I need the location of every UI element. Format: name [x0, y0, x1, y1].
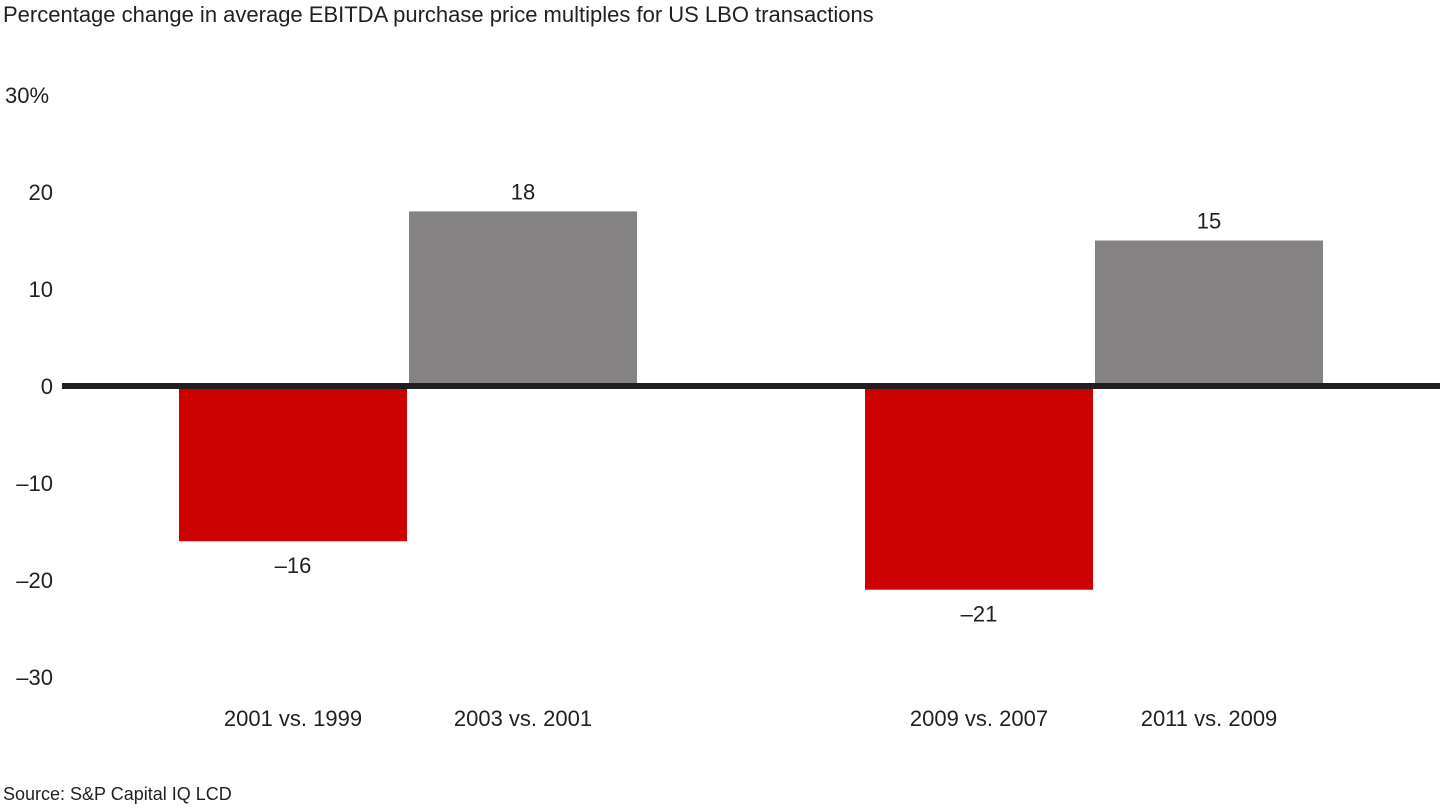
x-category-label: 2001 vs. 1999 — [224, 706, 362, 731]
y-tick-label: –20 — [16, 568, 53, 593]
x-category-label: 2009 vs. 2007 — [910, 706, 1048, 731]
x-category-label: 2003 vs. 2001 — [454, 706, 592, 731]
data-label: –16 — [275, 553, 312, 578]
y-tick-label: –30 — [16, 665, 53, 690]
data-label: 15 — [1197, 209, 1221, 234]
bar-3 — [865, 386, 1093, 590]
bar-2 — [409, 211, 637, 386]
y-tick-label: 30% — [5, 83, 49, 108]
y-tick-label: 20 — [29, 180, 53, 205]
source-note: Source: S&P Capital IQ LCD — [3, 784, 232, 804]
data-label: –21 — [961, 602, 998, 627]
y-tick-label: 10 — [29, 277, 53, 302]
bar-1 — [179, 386, 407, 542]
y-tick-label: 0 — [41, 374, 53, 399]
bar-4 — [1095, 240, 1323, 386]
chart-title: Percentage change in average EBITDA purc… — [3, 2, 874, 27]
y-tick-label: –10 — [16, 471, 53, 496]
zero-axis-line — [62, 383, 1440, 389]
x-category-label: 2011 vs. 2009 — [1141, 706, 1278, 731]
data-label: 18 — [511, 179, 535, 204]
